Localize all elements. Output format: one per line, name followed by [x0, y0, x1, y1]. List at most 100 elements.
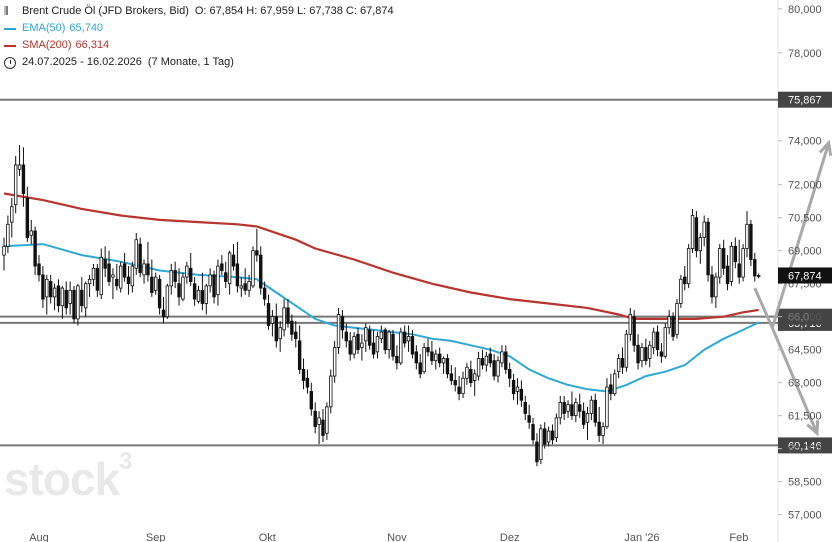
candle	[574, 398, 578, 423]
candle	[721, 239, 726, 275]
x-tick-label: Feb	[729, 532, 748, 542]
candle	[212, 270, 216, 304]
y-tick-label: 70,500	[788, 213, 822, 225]
candle-body-up	[496, 360, 500, 377]
candle	[142, 259, 146, 284]
candle-body-up	[648, 344, 652, 359]
candle-body-down	[321, 419, 325, 436]
candle-body-down	[511, 380, 516, 395]
arrow-down-shaft	[770, 327, 819, 434]
candle-body-down	[671, 316, 675, 337]
candle	[539, 424, 543, 465]
candlestick-icon: ⫼	[4, 6, 9, 17]
candle-body-down	[523, 402, 527, 414]
candle	[80, 277, 84, 313]
candle	[667, 310, 671, 335]
candle	[41, 266, 45, 308]
candle-body-down	[224, 272, 228, 282]
candle-body-down	[259, 254, 263, 289]
candle-body-up	[651, 331, 656, 348]
time-axis: Aug Sep Okt Nov Dez Jan '26 Feb	[29, 532, 748, 542]
candle-body-down	[694, 217, 699, 252]
sma-layer	[3, 192, 759, 320]
candle	[484, 351, 489, 372]
watermark-text: stock	[4, 453, 120, 505]
candle	[111, 268, 115, 300]
candle	[558, 395, 562, 425]
candle	[189, 252, 193, 286]
arrow-up-head	[818, 139, 832, 157]
candle	[33, 226, 37, 275]
candle	[87, 274, 92, 297]
candle-body-up	[698, 237, 703, 252]
ema-swatch	[4, 27, 16, 30]
candle-body-down	[177, 283, 181, 298]
candle-body-down	[733, 245, 738, 263]
candle-body-up	[476, 358, 481, 377]
candle	[340, 310, 345, 339]
x-tick-label: Sep	[146, 532, 166, 542]
candle	[531, 417, 535, 445]
candle	[371, 329, 376, 359]
candle-body-up	[119, 265, 123, 289]
ema-label: EMA(50)	[22, 22, 66, 34]
candles-layer	[2, 145, 761, 467]
candle-body-up	[142, 263, 146, 276]
candle	[613, 369, 617, 396]
candle-body-down	[309, 391, 314, 410]
candle	[6, 215, 10, 253]
candle-body-up	[566, 404, 570, 412]
candle	[543, 422, 547, 449]
candle	[554, 413, 559, 443]
candle-body-down	[597, 421, 601, 436]
candle	[290, 314, 294, 341]
candle-body-up	[6, 223, 10, 247]
candle-body-down	[543, 428, 547, 445]
candle	[437, 347, 442, 368]
candle	[449, 365, 454, 385]
candle	[406, 325, 411, 352]
candle-body-down	[391, 333, 395, 357]
candle	[457, 376, 461, 401]
candle-body-up	[87, 278, 92, 285]
y-tick-label: 74,000	[788, 136, 822, 148]
y-tick-label: 78,000	[788, 48, 822, 60]
candle-body-up	[325, 406, 329, 434]
candle	[48, 274, 53, 304]
candle	[659, 343, 664, 363]
candle	[535, 433, 539, 467]
x-tick-label: Nov	[387, 532, 407, 542]
candle-body-down	[644, 347, 648, 362]
candle	[399, 327, 403, 366]
candle	[239, 277, 243, 297]
y-tick-label: 57,000	[788, 510, 822, 522]
candle	[286, 299, 290, 328]
candle-body-up	[601, 426, 605, 436]
candle	[679, 274, 683, 308]
candle-body-down	[37, 263, 41, 276]
x-tick-label: Okt	[259, 532, 276, 542]
chart-legend: ⫼ Brent Crude Öl (JFD Brokers, Bid) O: 6…	[4, 3, 400, 71]
candle	[196, 285, 201, 304]
ema-value: 65,740	[69, 22, 104, 34]
candle	[663, 323, 667, 359]
date-range: 24.07.2025 - 16.02.2026	[22, 56, 142, 68]
candle-body-up	[379, 331, 384, 340]
candle	[628, 307, 632, 341]
candle-body-down	[235, 263, 240, 287]
candle	[165, 283, 170, 319]
candle-body-down	[383, 329, 387, 351]
candle	[115, 263, 119, 291]
level-lines: 75,86765,71666,060,146	[0, 91, 832, 454]
candle-body-up	[317, 417, 321, 425]
candle	[224, 261, 228, 289]
candle	[204, 283, 208, 315]
candle	[718, 244, 722, 284]
candle-body-up	[434, 353, 438, 362]
candle	[476, 351, 481, 381]
candle-body-down	[488, 353, 492, 364]
candle	[570, 391, 574, 421]
candle	[636, 334, 640, 370]
candle	[235, 241, 240, 293]
candle	[25, 186, 30, 242]
